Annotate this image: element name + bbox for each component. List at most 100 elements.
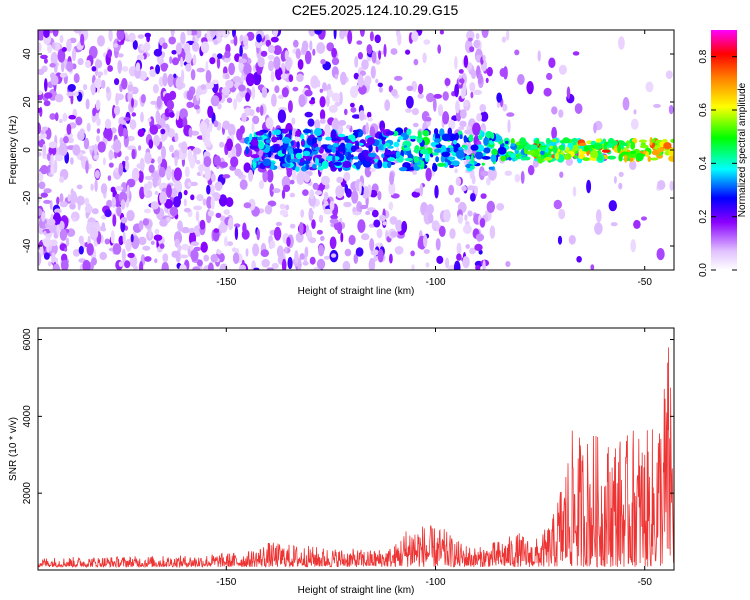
heatmap-cell xyxy=(95,99,101,111)
heatmap-cell xyxy=(329,200,335,211)
heatmap-cell xyxy=(67,194,71,202)
heatmap-cell xyxy=(111,196,117,208)
heatmap-ridge-cell xyxy=(422,130,430,137)
heatmap-ridge-cell xyxy=(441,133,451,142)
heatmap-cell xyxy=(243,162,251,173)
heatmap-cell xyxy=(97,141,106,153)
heatmap-ridge-cell xyxy=(279,134,283,141)
heatmap-cell xyxy=(84,197,90,206)
heatmap-cell xyxy=(473,89,483,96)
heatmap-cell xyxy=(462,82,467,97)
heatmap-ridge-cell xyxy=(352,129,360,133)
heatmap-cell xyxy=(72,144,81,156)
heatmap-cell xyxy=(102,157,106,166)
heatmap-cell xyxy=(55,93,64,103)
heatmap-cell xyxy=(442,111,450,125)
heatmap-cell xyxy=(316,42,326,54)
heatmap-cell xyxy=(193,104,200,110)
heatmap-cell xyxy=(406,95,414,109)
heatmap-cell xyxy=(230,156,239,168)
heatmap-cell xyxy=(190,249,199,262)
heatmap-ridge-cell xyxy=(296,141,300,149)
heatmap-ridge-cell xyxy=(318,162,322,167)
heatmap-cell xyxy=(75,116,83,126)
heatmap-cell xyxy=(505,30,510,41)
heatmap-cell xyxy=(214,181,223,191)
heatmap-cell xyxy=(159,191,167,205)
heatmap-cell xyxy=(211,79,219,85)
heatmap-cell xyxy=(161,145,166,160)
heatmap-cell xyxy=(218,252,225,263)
heatmap-cell xyxy=(213,155,221,167)
heatmap-cell xyxy=(486,66,493,77)
heatmap-cell xyxy=(574,103,583,114)
heatmap-cell xyxy=(124,260,131,269)
heatmap-cell xyxy=(157,156,163,165)
heatmap-cell xyxy=(517,74,525,85)
heatmap-cell xyxy=(339,91,343,105)
heatmap-cell xyxy=(291,168,297,181)
heatmap-cell xyxy=(94,78,103,89)
heatmap-ridge-cell xyxy=(418,156,423,161)
heatmap-cell xyxy=(473,39,481,49)
heatmap-cell xyxy=(417,83,424,95)
heatmap-cell xyxy=(195,159,201,165)
heatmap-y-tick-label: 20 xyxy=(22,96,33,108)
heatmap-cell xyxy=(252,116,258,124)
heatmap-cell xyxy=(424,116,432,122)
heatmap-cell xyxy=(61,47,67,52)
heatmap-cell xyxy=(458,69,464,74)
heatmap-cell xyxy=(412,170,417,175)
heatmap-cell xyxy=(59,193,64,204)
heatmap-ridge-cell xyxy=(387,157,396,162)
heatmap-cell xyxy=(319,88,323,93)
heatmap-cell xyxy=(229,127,234,132)
heatmap-cell xyxy=(311,219,316,230)
heatmap-cell xyxy=(593,122,597,134)
heatmap-cell xyxy=(343,171,351,182)
heatmap-ridge-cell xyxy=(461,144,466,148)
heatmap-ridge-cell xyxy=(397,136,404,140)
heatmap-cell xyxy=(331,253,337,258)
heatmap-cell xyxy=(204,119,210,124)
heatmap-cell xyxy=(183,207,191,213)
heatmap-ridge-cell xyxy=(382,161,389,169)
colorbar-tick-label: 0.4 xyxy=(698,156,709,170)
heatmap-cell xyxy=(618,36,625,50)
heatmap-cell xyxy=(248,198,256,211)
heatmap-cell xyxy=(113,139,122,153)
heatmap-cell xyxy=(365,210,371,216)
heatmap-cell xyxy=(304,89,313,97)
heatmap-cell xyxy=(406,85,414,92)
heatmap-ridge-cell xyxy=(593,142,603,150)
heatmap-cell xyxy=(46,218,56,226)
heatmap-ridge-cell xyxy=(601,149,611,153)
heatmap-cell xyxy=(222,120,231,130)
heatmap-ridge-cell xyxy=(470,154,474,164)
heatmap-cell xyxy=(226,97,233,104)
heatmap-cell xyxy=(272,188,281,194)
heatmap-cell xyxy=(353,72,359,80)
heatmap-cell xyxy=(190,130,200,136)
heatmap-cell xyxy=(166,184,172,198)
heatmap-cell xyxy=(375,78,379,84)
heatmap-cell xyxy=(633,219,641,229)
heatmap-cell xyxy=(474,243,483,251)
heatmap-ridge-cell xyxy=(435,156,439,163)
heatmap-cell xyxy=(144,175,154,181)
heatmap-cell xyxy=(191,41,200,52)
heatmap-cell xyxy=(59,201,68,208)
spectrogram-heatmap xyxy=(38,30,674,270)
heatmap-cell xyxy=(64,247,68,252)
heatmap-cell xyxy=(68,114,76,120)
heatmap-cell xyxy=(154,228,160,235)
heatmap-cell xyxy=(426,204,435,215)
heatmap-cell xyxy=(167,73,174,88)
heatmap-cell xyxy=(442,91,449,101)
heatmap-ridge-cell xyxy=(291,140,295,146)
heatmap-cell xyxy=(94,179,98,192)
heatmap-cell xyxy=(357,74,364,88)
heatmap-cell xyxy=(118,191,128,204)
heatmap-cell xyxy=(260,50,268,57)
heatmap-cell xyxy=(318,214,324,223)
